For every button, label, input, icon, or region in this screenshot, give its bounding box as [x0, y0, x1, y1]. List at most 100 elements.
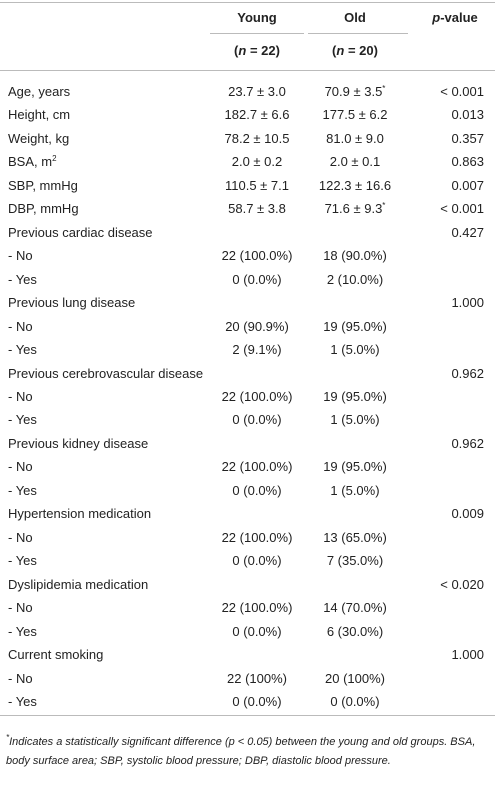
rule — [0, 715, 495, 716]
table-cell: 0 (0.0%) — [232, 553, 282, 569]
table-cell: < 0.020 — [440, 576, 484, 592]
table-cell: 13 (65.0%) — [323, 529, 387, 545]
table-cell: 0.357 — [451, 130, 484, 146]
row-label-sup: 2 — [52, 154, 57, 164]
row-label: - No — [8, 600, 33, 616]
table-cell-text: 71.6 ± 9.3 — [324, 201, 383, 217]
table-cell: 6 (30.0%) — [326, 623, 384, 639]
header-cell: (n = 22) — [197, 43, 317, 59]
table-cell: 122.3 ± 16.6 — [318, 177, 392, 193]
header-cell-text: -value — [440, 10, 478, 25]
row-label: Hypertension medication — [8, 506, 152, 522]
row-label: - Yes — [8, 342, 37, 358]
table-cell: 81.0 ± 9.0 — [326, 130, 384, 146]
row-label: - No — [8, 670, 33, 686]
table-cell: 0.863 — [451, 154, 484, 170]
rule — [308, 33, 408, 34]
table-cell: 22 (100.0%) — [221, 248, 293, 264]
table-cell: 7 (35.0%) — [326, 553, 384, 569]
row-label: Height, cm — [8, 107, 71, 123]
table-cell: 78.2 ± 10.5 — [224, 130, 290, 146]
table-cell: 0.427 — [451, 224, 484, 240]
row-label: Current smoking — [8, 647, 104, 663]
table-cell: 22 (100.0%) — [221, 388, 293, 404]
table-cell: 0 (0.0%) — [232, 693, 282, 709]
table-cell: 20 (90.9%) — [225, 318, 289, 334]
row-label: - Yes — [8, 693, 37, 709]
table-cell: < 0.001 — [440, 201, 484, 217]
table-cell: 58.7 ± 3.8 — [228, 201, 286, 217]
row-label: - Yes — [8, 271, 37, 287]
table-cell: 0.013 — [451, 107, 484, 123]
table-cell: 22 (100.0%) — [221, 529, 293, 545]
table-cell: 1 (5.0%) — [330, 482, 380, 498]
row-label: - Yes — [8, 623, 37, 639]
table-cell: 19 (95.0%) — [323, 388, 387, 404]
table-cell: 0 (0.0%) — [232, 623, 282, 639]
table-cell: 0.007 — [451, 177, 484, 193]
table-cell: 1 (5.0%) — [330, 342, 380, 358]
row-label: Previous kidney disease — [8, 435, 149, 451]
row-label: BSA, m2 — [8, 154, 57, 170]
table-cell: 22 (100%) — [227, 670, 287, 686]
row-label: - Yes — [8, 412, 37, 428]
header-cell: (n = 20) — [295, 43, 415, 59]
table-cell-sup: * — [382, 84, 386, 93]
header-cell-text: = 22) — [246, 43, 280, 58]
header-cell-text: ( — [234, 43, 239, 58]
table-cell: 14 (70.0%) — [323, 600, 387, 616]
header-cell-var: n — [336, 43, 345, 58]
rule — [0, 2, 495, 3]
row-label: Weight, kg — [8, 130, 70, 146]
table-cell: 1 (5.0%) — [330, 412, 380, 428]
footnote: *Indicates a statistically significant d… — [6, 733, 488, 771]
table-cell: 2.0 ± 0.1 — [329, 154, 381, 170]
table-cell: 70.9 ± 3.5* — [295, 84, 415, 100]
table-cell: 1.000 — [451, 295, 484, 311]
table-cell: 0.962 — [451, 365, 484, 381]
header-cell: Young — [237, 10, 277, 25]
table-cell: 0 (0.0%) — [232, 412, 282, 428]
table-cell: 0 (0.0%) — [232, 271, 282, 287]
table-cell-text: 70.9 ± 3.5 — [324, 84, 383, 99]
table-cell: 20 (100%) — [325, 670, 385, 686]
footnote-mark: * — [6, 733, 10, 742]
table-cell: 18 (90.0%) — [323, 248, 387, 264]
table-cell: 19 (95.0%) — [323, 459, 387, 475]
table-cell: 0.009 — [451, 506, 484, 522]
row-label: - No — [8, 459, 33, 475]
table-cell-sup: * — [382, 201, 386, 211]
table-cell: 2.0 ± 0.2 — [231, 154, 283, 170]
row-label: - No — [8, 248, 33, 264]
row-label: - No — [8, 318, 33, 334]
row-label: - No — [8, 388, 33, 404]
row-label: SBP, mmHg — [8, 177, 78, 193]
row-label: Age, years — [8, 84, 71, 99]
header-cell: Old — [344, 10, 366, 25]
row-label: - Yes — [8, 553, 37, 569]
table-cell: 23.7 ± 3.0 — [228, 84, 286, 99]
row-label: Previous lung disease — [8, 295, 136, 311]
row-label: DBP, mmHg — [8, 201, 79, 217]
table-cell: 177.5 ± 6.2 — [322, 107, 388, 123]
table-cell: 0 (0.0%) — [232, 482, 282, 498]
table-cell: 71.6 ± 9.3* — [295, 201, 415, 217]
table-cell: 0.962 — [451, 435, 484, 451]
table-cell: 182.7 ± 6.6 — [224, 107, 290, 123]
table-cell: < 0.001 — [440, 84, 484, 99]
table-cell: 2 (10.0%) — [326, 271, 384, 287]
row-label: - No — [8, 529, 33, 545]
header-cell: p-value — [395, 10, 495, 26]
table-cell: 0 (0.0%) — [330, 693, 380, 709]
table-cell: 1.000 — [451, 647, 484, 663]
row-label: Dyslipidemia medication — [8, 576, 149, 592]
table-cell: 2 (9.1%) — [232, 342, 282, 358]
header-cell-text: = 20) — [344, 43, 378, 58]
row-label: Previous cerebrovascular disease — [8, 365, 204, 381]
rule — [210, 33, 304, 34]
header-cell-var: n — [238, 43, 247, 58]
footnote-text: Indicates a statistically significant di… — [6, 736, 476, 767]
row-label: - Yes — [8, 482, 37, 498]
row-label: Previous cardiac disease — [8, 224, 153, 240]
